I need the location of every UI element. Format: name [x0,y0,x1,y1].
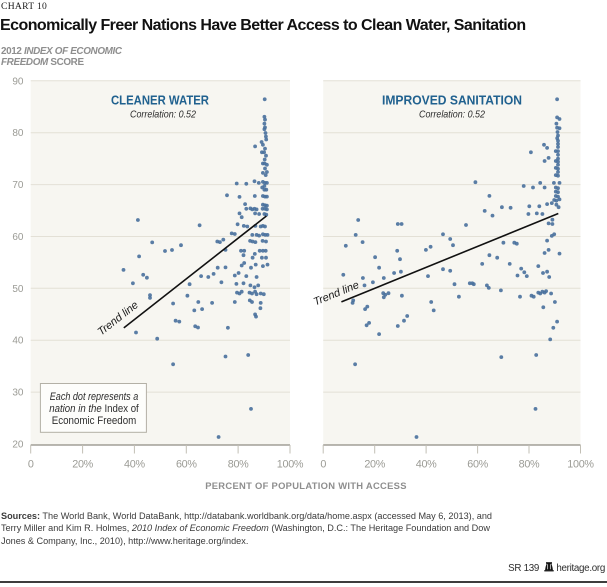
svg-text:40: 40 [12,336,24,347]
svg-text:nation in the Index of: nation in the Index of [49,403,139,415]
svg-text:20: 20 [12,440,24,451]
svg-text:60%: 60% [176,459,197,471]
svg-text:CLEANER WATER: CLEANER WATER [111,93,210,108]
svg-text:60%: 60% [467,459,488,471]
svg-text:30: 30 [12,388,24,399]
svg-text:100%: 100% [567,459,594,471]
svg-text:0: 0 [28,459,34,471]
svg-text:60: 60 [12,232,24,243]
svg-text:20%: 20% [364,459,385,471]
svg-text:40%: 40% [416,459,437,471]
svg-text:40%: 40% [124,459,145,471]
svg-text:70: 70 [12,180,24,191]
svg-text:80: 80 [12,128,24,139]
svg-text:0: 0 [320,459,326,471]
svg-text:50: 50 [12,284,24,295]
svg-text:80%: 80% [519,459,540,471]
svg-text:90: 90 [12,76,24,87]
svg-text:Correlation: 0.52: Correlation: 0.52 [419,109,485,121]
svg-text:Correlation: 0.52: Correlation: 0.52 [130,109,196,121]
svg-text:IMPROVED SANITATION: IMPROVED SANITATION [382,93,522,108]
svg-text:100%: 100% [277,459,304,471]
svg-text:Economic Freedom: Economic Freedom [52,415,137,427]
svg-text:80%: 80% [228,459,249,471]
svg-text:Each dot represents a: Each dot represents a [50,391,139,403]
svg-text:20%: 20% [72,459,93,471]
